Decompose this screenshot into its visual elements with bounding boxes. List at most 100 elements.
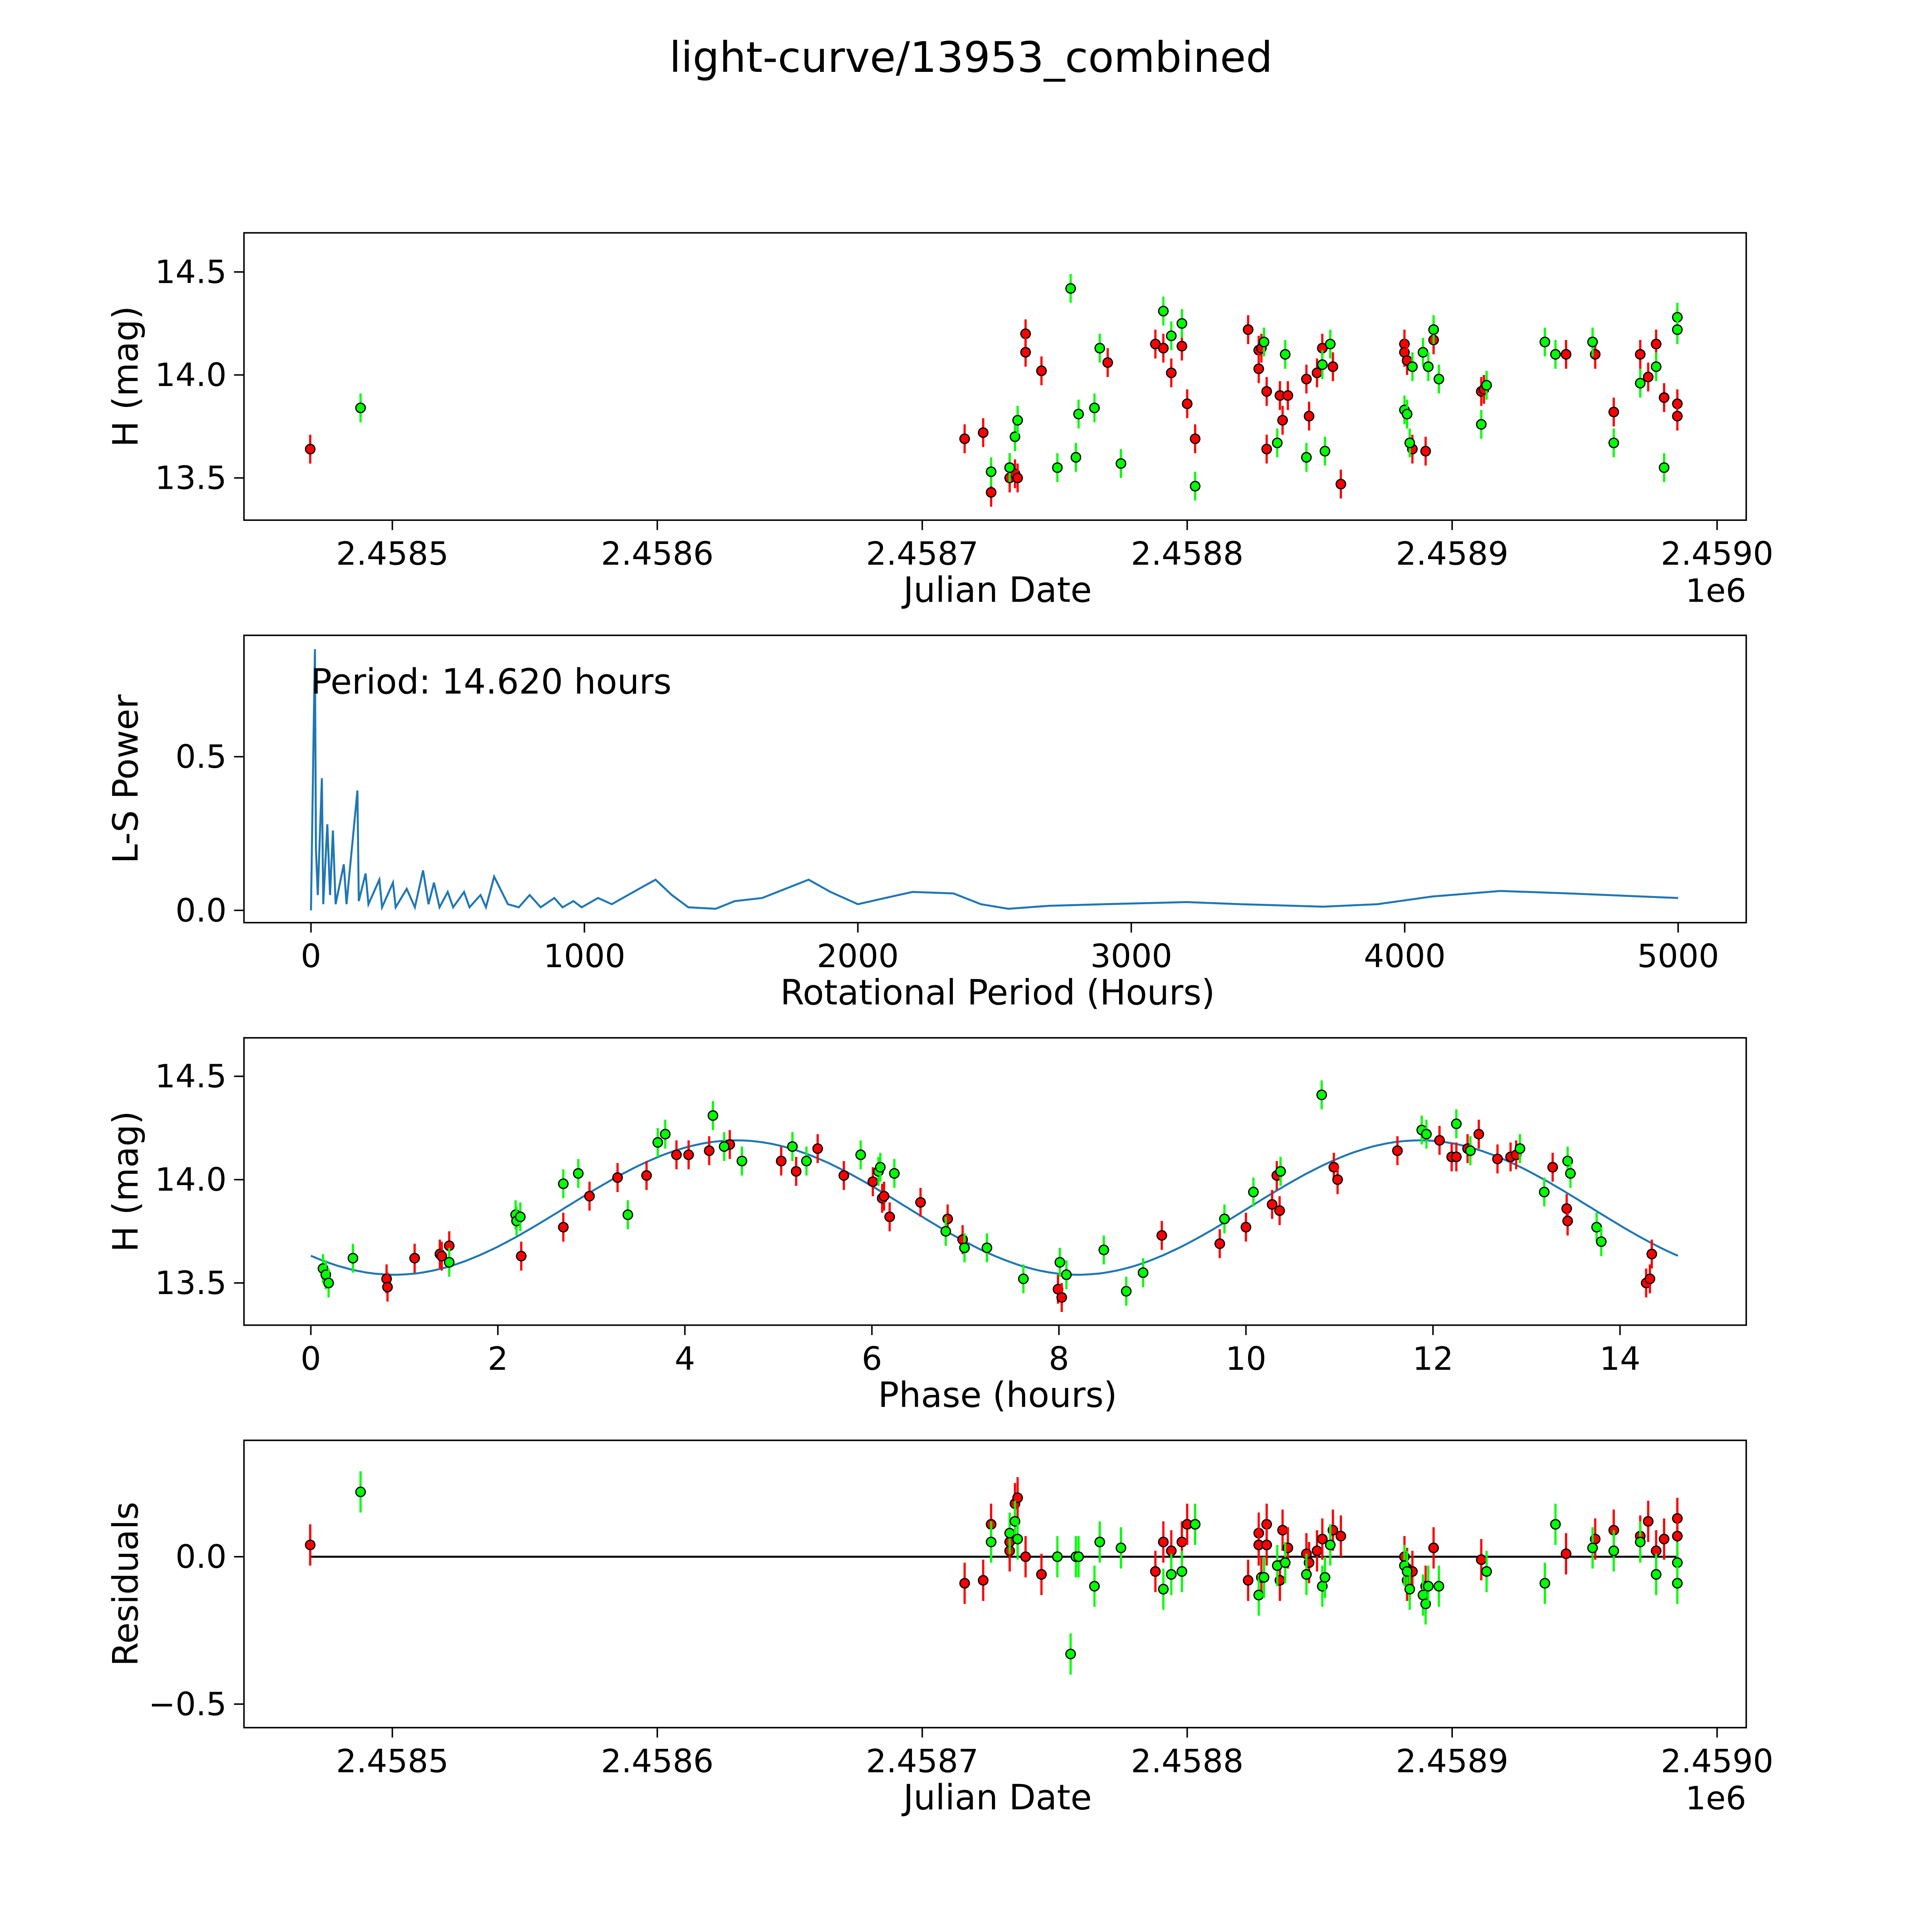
red-data-point [1335,1531,1346,1542]
green-data-point [1073,1551,1084,1562]
x-axis-label: Phase (hours) [878,1375,1117,1415]
red-data-point [1311,367,1323,378]
red-data-point [1190,433,1201,444]
lightcurve-panel: 2.4585 2.4586 2.4587 2.4588 2.4589 2.4590 13.5… [106,232,1774,611]
green-data-point [1116,458,1126,469]
red-data-point [1643,371,1654,383]
red-data-point [1020,347,1031,358]
green-data-point [1401,408,1413,420]
red-data-point [1658,392,1670,403]
fit-curve [310,1139,1679,1276]
red-data-point [1243,1575,1253,1586]
green-data-point [1434,1581,1444,1592]
y-axis-label: H (mag) [106,306,146,447]
red-data-point [812,1143,823,1154]
green-data-point [889,1168,900,1179]
red-data-point [1277,1525,1288,1536]
green-data-point [1423,361,1434,372]
red-data-point [305,444,316,455]
x-tick-label: 2.4590 [1661,1743,1774,1780]
green-data-point [986,1536,997,1548]
y-tick-label: 0.0 [175,1538,227,1576]
green-data-point [787,1141,798,1152]
green-data-point [1004,1528,1015,1539]
x-tick-label: 2.4586 [601,535,714,573]
green-data-point [1116,1543,1126,1553]
plot-area [305,274,1683,507]
y-tick-label: 14.0 [155,356,227,394]
red-data-point [1020,328,1031,339]
green-data-point [1070,452,1082,463]
red-data-point [1451,1151,1462,1162]
red-data-point [436,1251,447,1262]
x-tick-label: 2.4587 [866,535,979,573]
x-tick-label: 2.4589 [1396,535,1509,573]
green-data-point [940,1226,951,1237]
green-data-point [1012,415,1023,426]
red-data-point [516,1251,527,1262]
y-tick-label: 0.0 [175,892,227,929]
red-data-point [1176,340,1187,352]
green-data-point [1004,462,1015,473]
red-data-point [1392,1145,1403,1156]
period-annotation: Period: 14.620 hours [311,662,671,702]
green-data-point [1320,1572,1330,1583]
green-data-point [1539,337,1550,347]
x-tick-label: 12 [1412,1340,1453,1378]
red-data-point [1036,365,1047,376]
x-tick-label: 14 [1600,1340,1641,1378]
x-tick-label: 0 [301,937,321,975]
green-data-point [1301,1569,1312,1580]
red-data-point [1317,1534,1328,1544]
red-data-point [1335,479,1346,490]
red-data-point [879,1190,889,1202]
green-data-point [1404,437,1415,449]
red-data-point [1311,1545,1323,1556]
green-data-point [347,1253,359,1264]
green-data-point [1325,1539,1336,1551]
x-tick-label: 2.4588 [1131,1743,1244,1780]
red-data-point [838,1170,849,1181]
x-tick-label: 2.4585 [336,535,449,573]
red-data-point [1261,1539,1272,1551]
red-data-point [704,1145,715,1156]
plot-area [310,1080,1679,1312]
green-data-point [573,1168,584,1179]
red-data-point [1158,343,1169,354]
green-data-point [1672,1578,1683,1589]
green-data-point [1248,1187,1259,1197]
green-data-point [1539,1187,1550,1197]
phased-panel: 0 2 4 6 8 10 12 14 13.5 14.0 14.5 Phase (hours) H (m… [106,1037,1747,1415]
red-data-point [1476,1554,1487,1565]
red-data-point [1102,357,1113,368]
green-data-point [1404,1583,1415,1595]
green-data-point [1423,1581,1434,1592]
green-data-point [1052,462,1063,473]
green-data-point [1259,337,1270,347]
green-data-point [1514,1143,1526,1154]
red-data-point [1672,1531,1683,1542]
y-axis-label: H (mag) [106,1111,146,1252]
x-tick-label: 4000 [1364,937,1446,975]
plot-area [305,1471,1683,1675]
red-data-point [584,1190,595,1202]
green-data-point [986,466,997,477]
green-data-point [1253,1590,1264,1600]
green-data-point [1565,1168,1576,1179]
green-data-point [323,1277,334,1289]
red-data-point [1261,386,1272,397]
red-data-point [1561,349,1571,360]
green-data-point [660,1129,671,1139]
green-data-point [1417,347,1429,358]
red-data-point [1561,1548,1571,1559]
x-tick-label: 0 [301,1340,321,1378]
x-tick-label: 5000 [1637,937,1719,975]
red-data-point [1645,1273,1655,1284]
red-data-point [1301,374,1312,384]
green-data-point [1317,359,1328,370]
green-data-point [1481,1566,1492,1577]
green-data-point [1098,1244,1109,1255]
green-data-point [1219,1213,1230,1225]
residuals-panel: 2.4585 2.4586 2.4587 2.4588 2.4589 2.4590 −0.5… [106,1439,1774,1818]
green-data-point [652,1137,663,1148]
